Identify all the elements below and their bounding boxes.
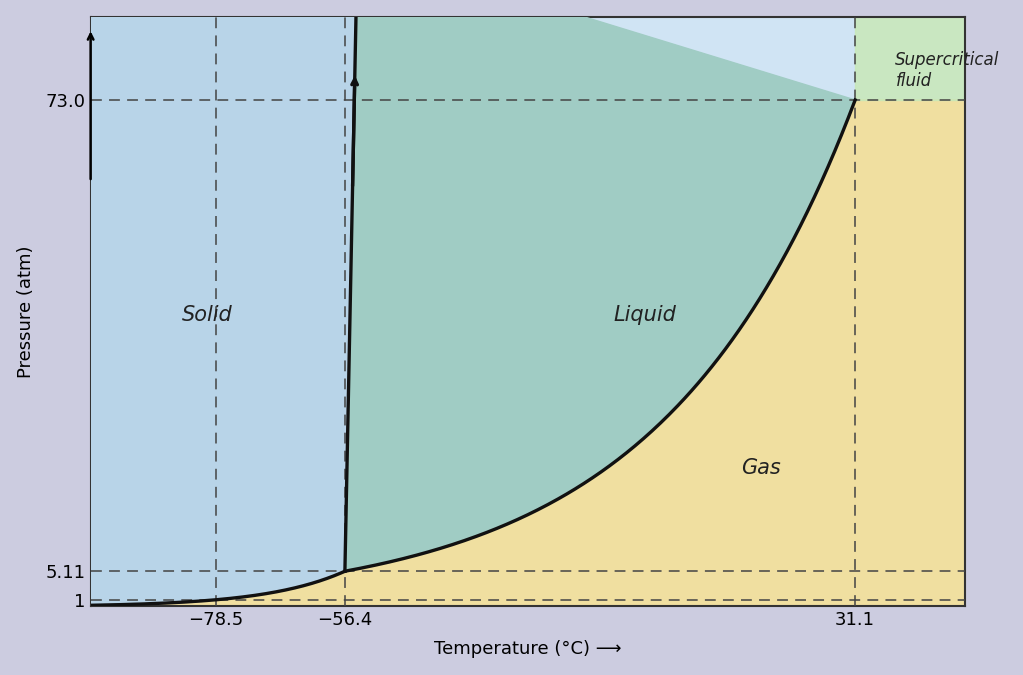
Polygon shape — [345, 0, 855, 571]
Polygon shape — [855, 0, 966, 100]
Text: Solid: Solid — [182, 305, 232, 325]
Text: Supercritical
fluid: Supercritical fluid — [895, 51, 999, 90]
Polygon shape — [91, 0, 357, 605]
X-axis label: Temperature (°C) ⟶: Temperature (°C) ⟶ — [434, 641, 622, 658]
Text: Gas: Gas — [742, 458, 782, 478]
Text: Liquid: Liquid — [613, 305, 676, 325]
Polygon shape — [91, 100, 966, 606]
Y-axis label: Pressure (atm): Pressure (atm) — [16, 245, 35, 378]
